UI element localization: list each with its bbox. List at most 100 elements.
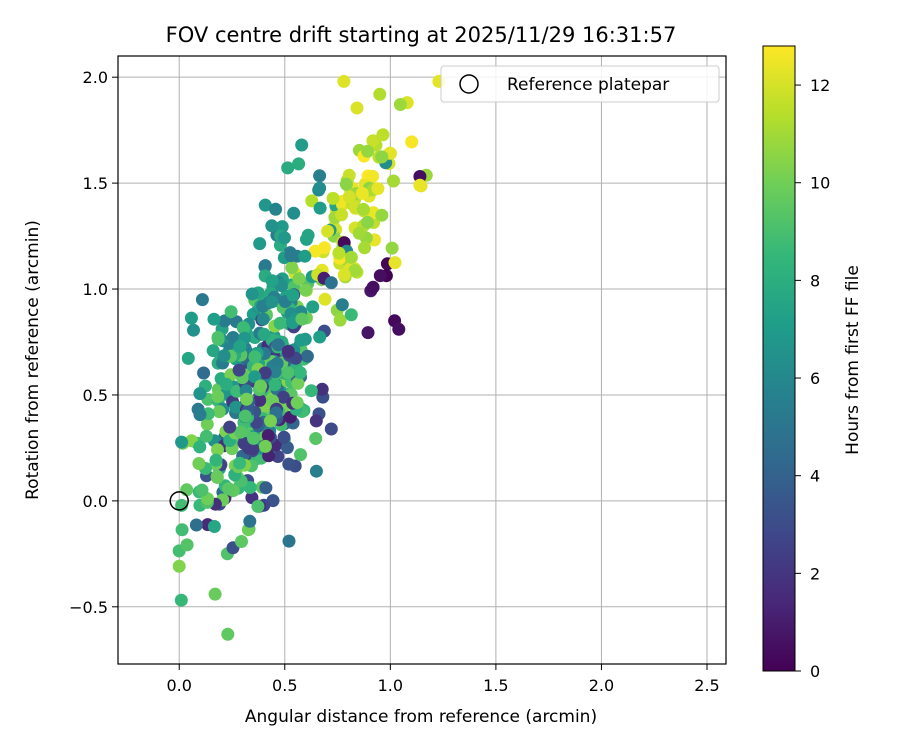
scatter-point xyxy=(358,241,371,255)
scatter-point xyxy=(405,135,419,149)
scatter-point xyxy=(304,384,318,398)
scatter-point xyxy=(344,250,358,264)
colorbar-tick-label: 6 xyxy=(810,369,820,388)
scatter-point xyxy=(276,390,290,404)
scatter-point xyxy=(233,456,247,470)
scatter-point xyxy=(247,431,260,445)
scatter-point xyxy=(413,178,427,192)
scatter-point xyxy=(337,268,351,282)
scatter-point xyxy=(189,518,203,532)
scatter-point xyxy=(313,201,327,215)
scatter-point xyxy=(193,387,207,401)
scatter-point xyxy=(184,311,198,325)
scatter-point xyxy=(207,520,221,533)
x-axis-label: Angular distance from reference (arcmin) xyxy=(245,707,597,727)
y-tick-label: 2.0 xyxy=(83,68,108,87)
scatter-point xyxy=(233,339,247,353)
scatter-point xyxy=(337,74,351,88)
colorbar: 0 2 4 6 8 10 12 Hours from first FF file xyxy=(762,45,863,681)
scatter-point xyxy=(222,482,236,496)
x-tick-label: 0.5 xyxy=(272,676,297,695)
scatter-point xyxy=(309,432,323,445)
scatter-point xyxy=(258,366,272,380)
scatter-point xyxy=(366,169,380,183)
scatter-point xyxy=(277,430,291,444)
scatter-point xyxy=(265,295,279,309)
scatter-point xyxy=(388,256,402,270)
scatter-point xyxy=(218,314,232,328)
scatter-point xyxy=(232,363,246,377)
scatter-point xyxy=(344,308,358,322)
scatter-point xyxy=(248,350,262,364)
scatter-point xyxy=(217,349,231,363)
scatter-point xyxy=(181,351,195,365)
scatter-point xyxy=(278,231,291,245)
legend-marker-open-circle xyxy=(459,74,479,94)
scatter-point xyxy=(385,241,399,255)
colorbar-tick-label: 8 xyxy=(810,271,820,290)
scatter-point xyxy=(315,382,329,396)
scatter-point xyxy=(175,435,189,449)
x-tick-label: 2.5 xyxy=(694,676,719,695)
scatter-point xyxy=(209,453,223,467)
scatter-point xyxy=(265,274,279,288)
scatter-point xyxy=(366,280,380,294)
scatter-point xyxy=(332,246,346,260)
scatter-point xyxy=(313,169,327,183)
scatter-point xyxy=(291,376,305,390)
scatter-point xyxy=(264,414,277,428)
scatter-point xyxy=(229,400,243,414)
scatter-point xyxy=(192,457,206,470)
scatter-point xyxy=(306,300,320,314)
plot-area xyxy=(118,56,726,664)
scatter-point xyxy=(243,514,257,528)
scatter-point xyxy=(318,292,332,306)
scatter-point xyxy=(326,191,340,205)
scatter-point xyxy=(361,215,374,229)
scatter-point xyxy=(211,443,224,457)
x-axis-ticks: 0.0 0.5 1.0 1.5 2.0 2.5 xyxy=(166,664,720,695)
scatter-point xyxy=(373,269,387,283)
scatter-point xyxy=(342,190,356,204)
scatter-point xyxy=(258,198,272,212)
scatter-point xyxy=(251,499,265,513)
scatter-point xyxy=(187,323,200,337)
legend: Reference platepar xyxy=(440,65,720,103)
scatter-point xyxy=(208,587,222,601)
colorbar-ticks: 0 2 4 6 8 10 12 xyxy=(795,76,830,681)
colorbar-tick-label: 12 xyxy=(810,76,830,95)
scatter-point xyxy=(392,322,406,336)
colorbar-gradient xyxy=(762,45,796,672)
y-tick-label: 0.5 xyxy=(83,386,108,405)
scatter-point xyxy=(245,287,259,301)
scatter-point xyxy=(355,186,369,200)
scatter-point xyxy=(223,420,237,434)
scatter-point xyxy=(321,224,335,238)
colorbar-tick-label: 10 xyxy=(810,174,830,193)
scatter-point xyxy=(197,366,211,380)
scatter-point xyxy=(371,182,385,196)
scatter-point xyxy=(393,98,407,111)
scatter-point xyxy=(195,293,209,307)
scatter-point xyxy=(324,422,338,436)
x-tick-label: 1.5 xyxy=(483,676,508,695)
scatter-point xyxy=(292,272,306,286)
scatter-point xyxy=(352,226,366,240)
scatter-point xyxy=(313,330,327,344)
scatter-point xyxy=(350,101,364,115)
scatter-point xyxy=(253,237,267,251)
scatter-point xyxy=(253,393,267,407)
scatter-point xyxy=(240,392,253,406)
scatter-point xyxy=(195,483,209,497)
scatter-point xyxy=(243,481,257,494)
scatter-point xyxy=(206,344,220,358)
scatter-point xyxy=(175,523,189,537)
scatter-point xyxy=(238,409,252,423)
scatter-point xyxy=(282,457,296,471)
scatter-point xyxy=(193,408,207,422)
scatter-point xyxy=(237,321,251,335)
scatter-point xyxy=(271,338,285,352)
scatter-point xyxy=(193,440,207,454)
y-axis-ticks: −0.5 0.0 0.5 1.0 1.5 2.0 xyxy=(69,68,118,617)
scatter-point xyxy=(261,429,275,442)
